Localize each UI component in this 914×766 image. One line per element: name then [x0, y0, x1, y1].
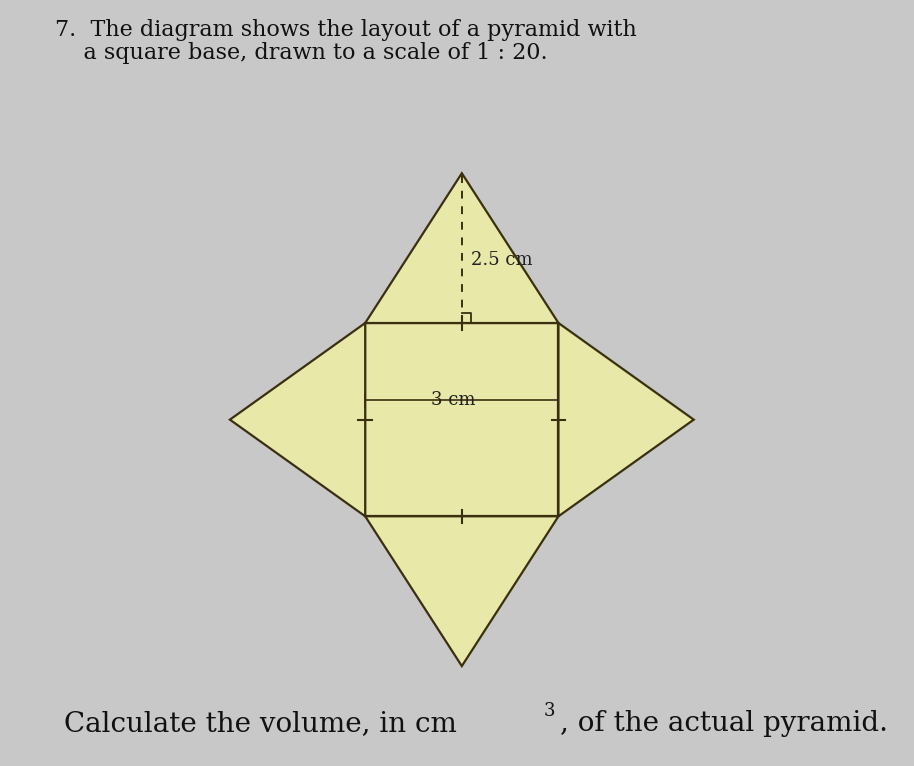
Text: 3: 3 [544, 702, 556, 720]
Polygon shape [230, 323, 366, 516]
Polygon shape [366, 323, 558, 516]
Polygon shape [558, 323, 694, 516]
Text: 3 cm: 3 cm [430, 391, 475, 409]
Text: , of the actual pyramid.: , of the actual pyramid. [560, 710, 888, 738]
Text: 2.5 cm: 2.5 cm [472, 251, 533, 269]
Polygon shape [366, 516, 558, 666]
Text: Calculate the volume, in cm: Calculate the volume, in cm [64, 710, 457, 738]
Text: 7.  The diagram shows the layout of a pyramid with: 7. The diagram shows the layout of a pyr… [55, 19, 636, 41]
Polygon shape [366, 173, 558, 323]
Text: a square base, drawn to a scale of 1 : 20.: a square base, drawn to a scale of 1 : 2… [55, 42, 547, 64]
